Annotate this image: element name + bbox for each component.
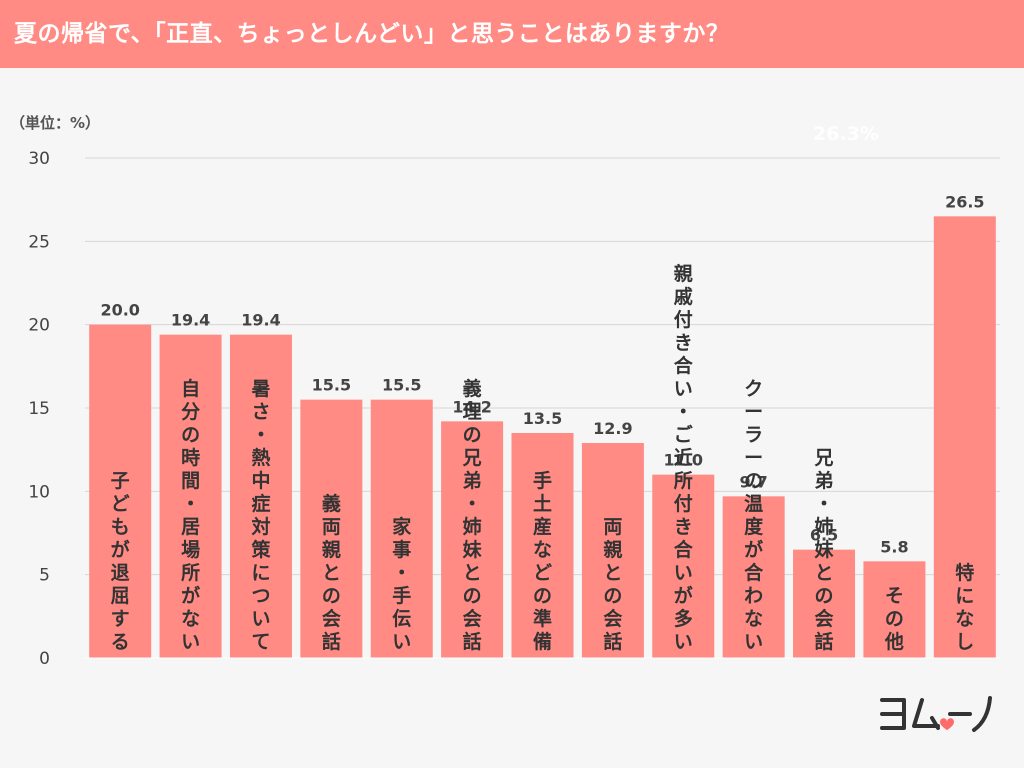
bar-value-label: 6.5	[810, 526, 838, 545]
bar	[793, 549, 856, 658]
brand-logo	[878, 690, 998, 736]
bar-value-label: 15.5	[312, 376, 351, 395]
category-label: 家事・手伝い	[392, 515, 412, 653]
unit-label: （単位：%）	[10, 114, 101, 132]
y-tick-label: 15	[28, 399, 50, 419]
category-label: 義理の兄弟・姉妹との会話	[462, 377, 483, 653]
y-tick-label: 30	[28, 149, 50, 169]
bar	[722, 496, 785, 658]
bar	[159, 334, 222, 658]
y-tick-label: 10	[28, 482, 50, 502]
bar	[300, 399, 363, 658]
category-label: その他	[884, 585, 904, 653]
bar-value-label: 5.8	[880, 537, 908, 556]
bar-value-label: 26.5	[945, 192, 984, 211]
y-tick-label: 25	[28, 232, 50, 252]
bar-value-label: 11.0	[664, 451, 703, 470]
category-label: 自分の時間・居場所がない	[181, 377, 200, 653]
bar	[229, 334, 292, 658]
bar-value-label: 19.4	[241, 311, 280, 330]
bar-value-label: 13.5	[523, 409, 562, 428]
category-label: 暑さ・熱中症対策について	[250, 378, 271, 653]
category-label: 義両親との会話	[322, 492, 341, 653]
yomuno-logo-icon	[880, 696, 992, 732]
bar-value-label: 14.2	[452, 397, 491, 416]
bar	[89, 324, 152, 658]
y-tick-label: 0	[39, 649, 50, 669]
header-bar: 夏の帰省で、「正直、ちょっとしんどい」と思うことはありますか？	[0, 0, 1024, 68]
bar	[441, 421, 504, 658]
faded-value-label: 26.3%	[813, 123, 879, 145]
y-tick-label: 20	[28, 316, 50, 336]
bar-value-label: 12.9	[593, 419, 632, 438]
category-label: 両親との会話	[603, 516, 622, 653]
category-label: 子どもが退屈する	[111, 470, 130, 653]
bar-value-label: 19.4	[171, 311, 210, 330]
category-label: 特になし	[955, 562, 974, 653]
category-label: 兄弟・姉妹との会話	[814, 447, 835, 653]
y-tick-label: 5	[39, 566, 50, 586]
chart-title: 夏の帰省で、「正直、ちょっとしんどい」と思うことはありますか？	[14, 21, 730, 47]
bar	[511, 433, 574, 658]
bar-value-label: 9.7	[739, 472, 767, 491]
bar	[370, 399, 433, 658]
category-label: 手土産などの準備	[533, 469, 552, 653]
bar-value-label: 20.0	[100, 301, 139, 320]
bar	[863, 561, 926, 658]
category-label: 親戚付き合い・ご近所付き合いが多い	[674, 262, 694, 653]
bar	[581, 443, 644, 658]
bar	[933, 216, 996, 659]
bar	[652, 474, 715, 658]
category-label: クーラーの温度が合わない	[744, 378, 764, 653]
bar-value-label: 15.5	[382, 376, 421, 395]
